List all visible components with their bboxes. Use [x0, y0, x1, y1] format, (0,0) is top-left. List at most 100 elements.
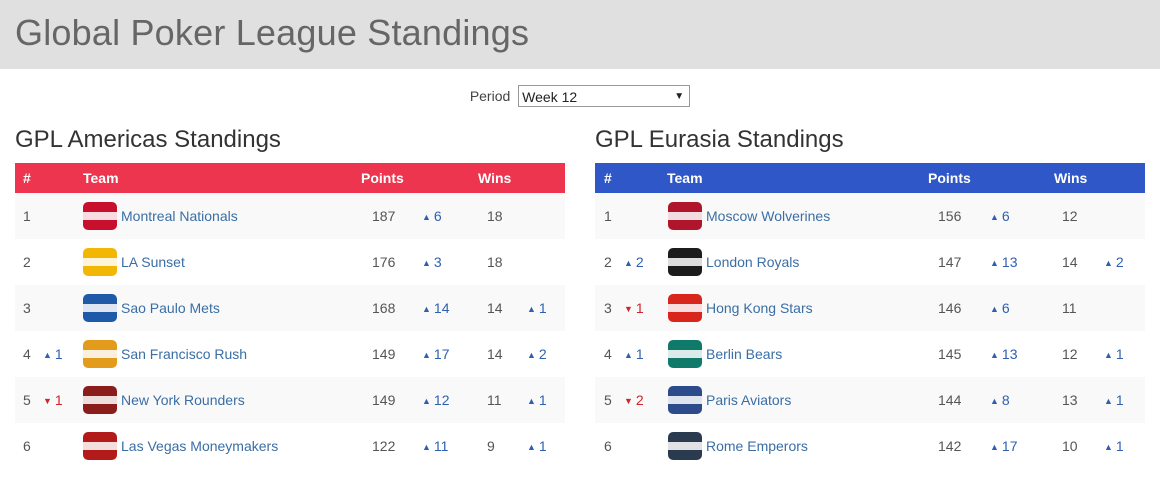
- wins-cell: 11: [1062, 300, 1077, 316]
- wins-change-indicator: ▲ 1: [527, 300, 547, 316]
- table-row: 3 Sao Paulo Mets 168 ▲ 14 14 ▲ 1: [15, 285, 565, 331]
- triangle-up-icon: ▲: [527, 396, 536, 406]
- points-change: ▲ 3: [422, 239, 442, 286]
- wins-change-value: 1: [538, 300, 547, 316]
- points-change-indicator: ▲ 13: [990, 254, 1018, 270]
- rank-cell: 2: [23, 254, 31, 270]
- team-logo: [668, 248, 702, 276]
- eurasia-table-body: 1 Moscow Wolverines 156 ▲ 6 12 2 ▲ 2 London Royal…: [595, 193, 1145, 469]
- team-logo: [83, 248, 117, 276]
- team-cell: Paris Aviators: [706, 377, 791, 423]
- americas-standings: GPL Americas Standings # Team Points Win…: [15, 125, 565, 469]
- triangle-up-icon: ▲: [422, 304, 431, 314]
- table-row: 5 ▼ 2 Paris Aviators 144 ▲ 8 13 ▲ 1: [595, 377, 1145, 423]
- points-cell: 142: [938, 438, 962, 454]
- points-change-value: 6: [433, 208, 442, 224]
- team-link[interactable]: Las Vegas Moneymakers: [121, 438, 279, 454]
- team-logo: [83, 202, 117, 230]
- logo-band: [668, 350, 702, 358]
- team-logo: [668, 386, 702, 414]
- rank-cell: 5: [23, 392, 31, 408]
- wins-cell: 11: [487, 392, 502, 408]
- team-cell: Moscow Wolverines: [706, 193, 830, 239]
- triangle-up-icon: ▲: [1104, 396, 1113, 406]
- team-link[interactable]: Paris Aviators: [706, 392, 792, 408]
- rank-change-value: 1: [635, 346, 644, 362]
- logo-band: [83, 396, 117, 404]
- team-link[interactable]: London Royals: [706, 254, 800, 270]
- points-change: ▲ 17: [422, 331, 450, 378]
- wins-change: ▲ 2: [1104, 239, 1124, 286]
- period-filter: Period Week 12 ▼: [0, 84, 1160, 108]
- logo-band: [668, 212, 702, 220]
- team-logo-icon: [668, 248, 702, 276]
- header-rank: #: [604, 170, 612, 186]
- triangle-up-icon: ▲: [990, 396, 999, 406]
- points-cell: 149: [372, 346, 396, 362]
- team-logo-icon: [668, 340, 702, 368]
- rank-cell: 1: [604, 208, 612, 224]
- page-title: Global Poker League Standings: [15, 12, 530, 53]
- triangle-up-icon: ▲: [527, 350, 536, 360]
- triangle-up-icon: ▲: [990, 258, 999, 268]
- team-link[interactable]: Berlin Bears: [706, 346, 783, 362]
- rank-cell: 6: [23, 438, 31, 454]
- team-logo-icon: [83, 432, 117, 460]
- team-link[interactable]: New York Rounders: [121, 392, 245, 408]
- wins-change-indicator: ▲ 2: [527, 346, 547, 362]
- triangle-up-icon: ▲: [990, 350, 999, 360]
- rank-change-indicator: ▲ 2: [624, 254, 644, 270]
- points-change-indicator: ▲ 6: [990, 300, 1010, 316]
- rank-change: ▲ 1: [43, 331, 63, 378]
- logo-band: [83, 442, 117, 450]
- wins-cell: 9: [487, 438, 495, 454]
- eurasia-title: GPL Eurasia Standings: [595, 126, 844, 153]
- rank-cell: 1: [23, 208, 31, 224]
- eurasia-standings: GPL Eurasia Standings # Team Points Wins…: [595, 125, 1145, 469]
- points-change-value: 17: [1001, 438, 1018, 454]
- header-rank: #: [23, 170, 31, 186]
- logo-band: [668, 442, 702, 450]
- wins-cell: 14: [1062, 254, 1078, 270]
- points-cell: 149: [372, 392, 396, 408]
- team-link[interactable]: San Francisco Rush: [121, 346, 248, 362]
- points-change-indicator: ▲ 8: [990, 392, 1010, 408]
- wins-change-value: 1: [1115, 346, 1124, 362]
- points-change-value: 14: [433, 300, 450, 316]
- logo-band: [668, 304, 702, 312]
- header-wins: Wins: [478, 170, 512, 186]
- table-row: 5 ▼ 1 New York Rounders 149 ▲ 12 11 ▲ 1: [15, 377, 565, 423]
- header-team: Team: [83, 170, 119, 186]
- wins-cell: 14: [487, 346, 503, 362]
- team-link[interactable]: Moscow Wolverines: [706, 208, 831, 224]
- points-change: ▲ 13: [990, 331, 1018, 378]
- team-cell: LA Sunset: [121, 239, 185, 285]
- wins-change-indicator: ▲ 2: [1104, 254, 1124, 270]
- period-select[interactable]: Week 12 ▼: [518, 85, 691, 107]
- wins-change-value: 2: [1115, 254, 1124, 270]
- wins-cell: 14: [487, 300, 503, 316]
- americas-table-header: # Team Points Wins: [15, 163, 565, 193]
- rank-cell: 4: [23, 346, 31, 362]
- americas-title: GPL Americas Standings: [15, 126, 281, 153]
- points-cell: 145: [938, 346, 962, 362]
- team-link[interactable]: Rome Emperors: [706, 438, 808, 454]
- team-link[interactable]: Montreal Nationals: [121, 208, 238, 224]
- header-points: Points: [928, 170, 971, 186]
- team-link[interactable]: Sao Paulo Mets: [121, 300, 220, 316]
- team-logo-icon: [668, 294, 702, 322]
- rank-change: ▼ 2: [624, 377, 644, 424]
- team-link[interactable]: LA Sunset: [121, 254, 185, 270]
- triangle-up-icon: ▲: [422, 212, 431, 222]
- points-change: ▲ 6: [990, 285, 1010, 332]
- wins-change-value: 1: [1115, 392, 1124, 408]
- team-logo: [83, 386, 117, 414]
- points-cell: 187: [372, 208, 396, 224]
- page-header: Global Poker League Standings: [0, 0, 1160, 69]
- rank-change-indicator: ▼ 1: [43, 392, 63, 408]
- wins-change-indicator: ▲ 1: [1104, 346, 1124, 362]
- team-logo: [83, 294, 117, 322]
- rank-cell: 4: [604, 346, 612, 362]
- team-link[interactable]: Hong Kong Stars: [706, 300, 813, 316]
- triangle-up-icon: ▲: [624, 258, 633, 268]
